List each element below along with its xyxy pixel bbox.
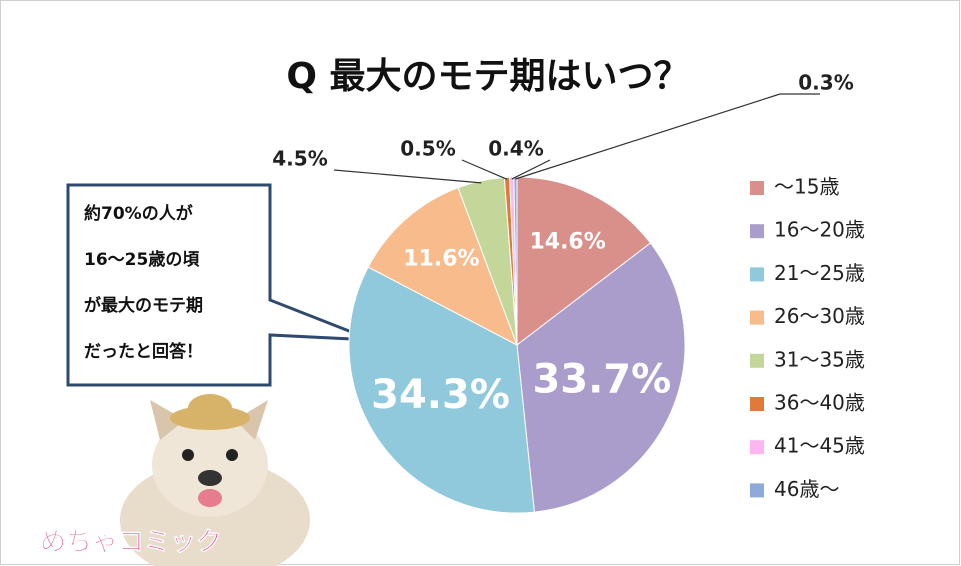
legend-swatch [750,397,764,411]
legend-label: ～15歳 [774,175,839,199]
legend-swatch [750,354,764,368]
legend-label: 21～25歳 [774,261,865,285]
callout-text: 約70%の人が [84,203,193,224]
legend-swatch [750,311,764,325]
callout-text: が最大のモテ期 [84,295,203,316]
data-label: 14.6% [529,230,605,255]
data-label: 11.6% [403,246,479,271]
legend-swatch [750,224,764,238]
legend-label: 36～40歳 [774,391,865,415]
legend-label: 26～30歳 [774,304,865,328]
legend-swatch [750,483,764,497]
callout-text: 16～25歳の頃 [84,249,200,270]
callout-text: だったと回答！ [84,341,203,362]
data-label: 0.4% [488,137,543,161]
data-label: 0.3% [798,71,853,95]
logo: めちゃコミック [40,528,222,558]
legend-label: 46歳～ [774,477,839,501]
legend-swatch [750,267,764,281]
data-label: 0.5% [400,137,455,161]
legend-label: 31～35歳 [774,347,865,371]
legend-swatch [750,181,764,195]
legend-label: 16～20歳 [774,218,865,242]
data-label: 33.7% [532,357,671,403]
legend-label: 41～45歳 [774,434,865,458]
data-label: 4.5% [272,147,327,171]
chart-title: Q 最大のモテ期はいつ？ [286,56,689,97]
legend-swatch [750,440,764,454]
data-label: 34.3% [371,372,510,418]
chart: Q 最大のモテ期はいつ？ 約70%の人が 16～25歳の頃 が最大のモテ期 だっ… [0,0,961,566]
